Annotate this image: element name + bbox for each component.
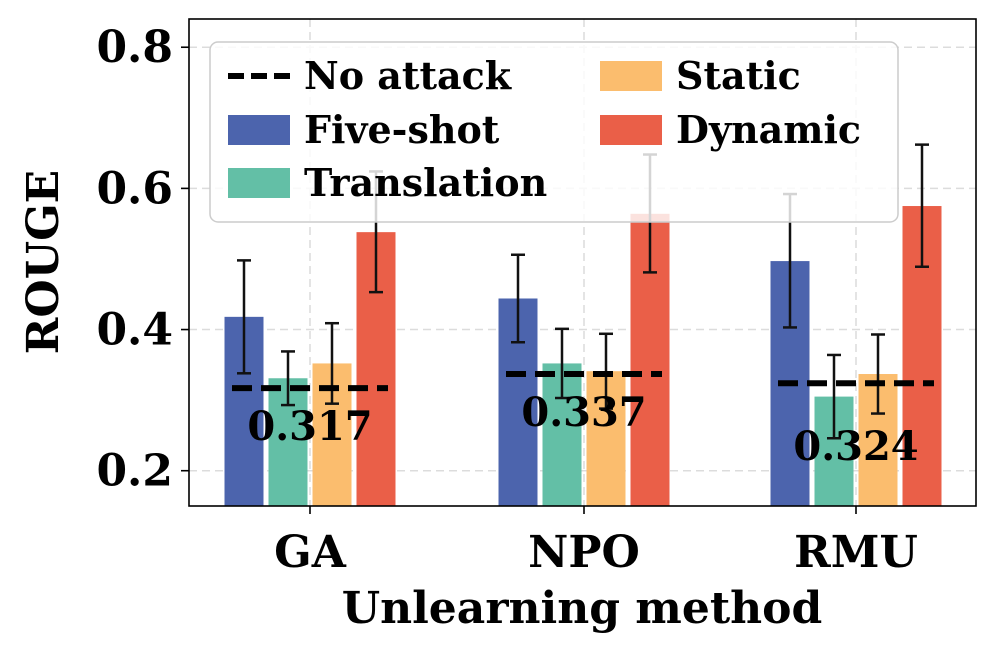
y-axis: 0.2 0.4 0.6 0.8 bbox=[96, 22, 189, 497]
legend-swatch-dynamic bbox=[600, 115, 662, 145]
x-axis-label: Unlearning method bbox=[342, 583, 823, 634]
y-tick-label: 0.4 bbox=[96, 305, 173, 356]
y-tick-label: 0.2 bbox=[96, 446, 173, 497]
legend-label: Translation bbox=[304, 160, 547, 205]
legend-swatch-static bbox=[600, 61, 662, 91]
x-tick-label: GA bbox=[274, 527, 347, 578]
no-attack-lines: 0.317 0.337 0.324 bbox=[232, 371, 934, 470]
legend-swatch-five-shot bbox=[228, 115, 290, 145]
legend-box bbox=[209, 41, 899, 223]
no-attack-value-label: 0.324 bbox=[793, 423, 918, 470]
x-tick-label: NPO bbox=[528, 527, 640, 578]
x-tick-label: RMU bbox=[794, 527, 918, 578]
y-tick-label: 0.8 bbox=[96, 22, 173, 73]
no-attack-value-label: 0.337 bbox=[521, 389, 646, 436]
legend-label: No attack bbox=[304, 53, 512, 98]
legend-swatch-translation bbox=[228, 168, 290, 198]
legend-label: Static bbox=[676, 53, 801, 98]
no-attack-value-label: 0.317 bbox=[247, 403, 372, 450]
plot-frame bbox=[188, 18, 977, 507]
legend: No attack Five-shot Translation Static Dynam… bbox=[209, 41, 899, 223]
y-axis-label: ROUGE bbox=[18, 170, 69, 354]
y-tick-label: 0.6 bbox=[96, 163, 173, 214]
legend-label: Dynamic bbox=[676, 107, 861, 152]
legend-label: Five-shot bbox=[304, 107, 500, 152]
x-axis: GA NPO RMU bbox=[274, 506, 918, 578]
